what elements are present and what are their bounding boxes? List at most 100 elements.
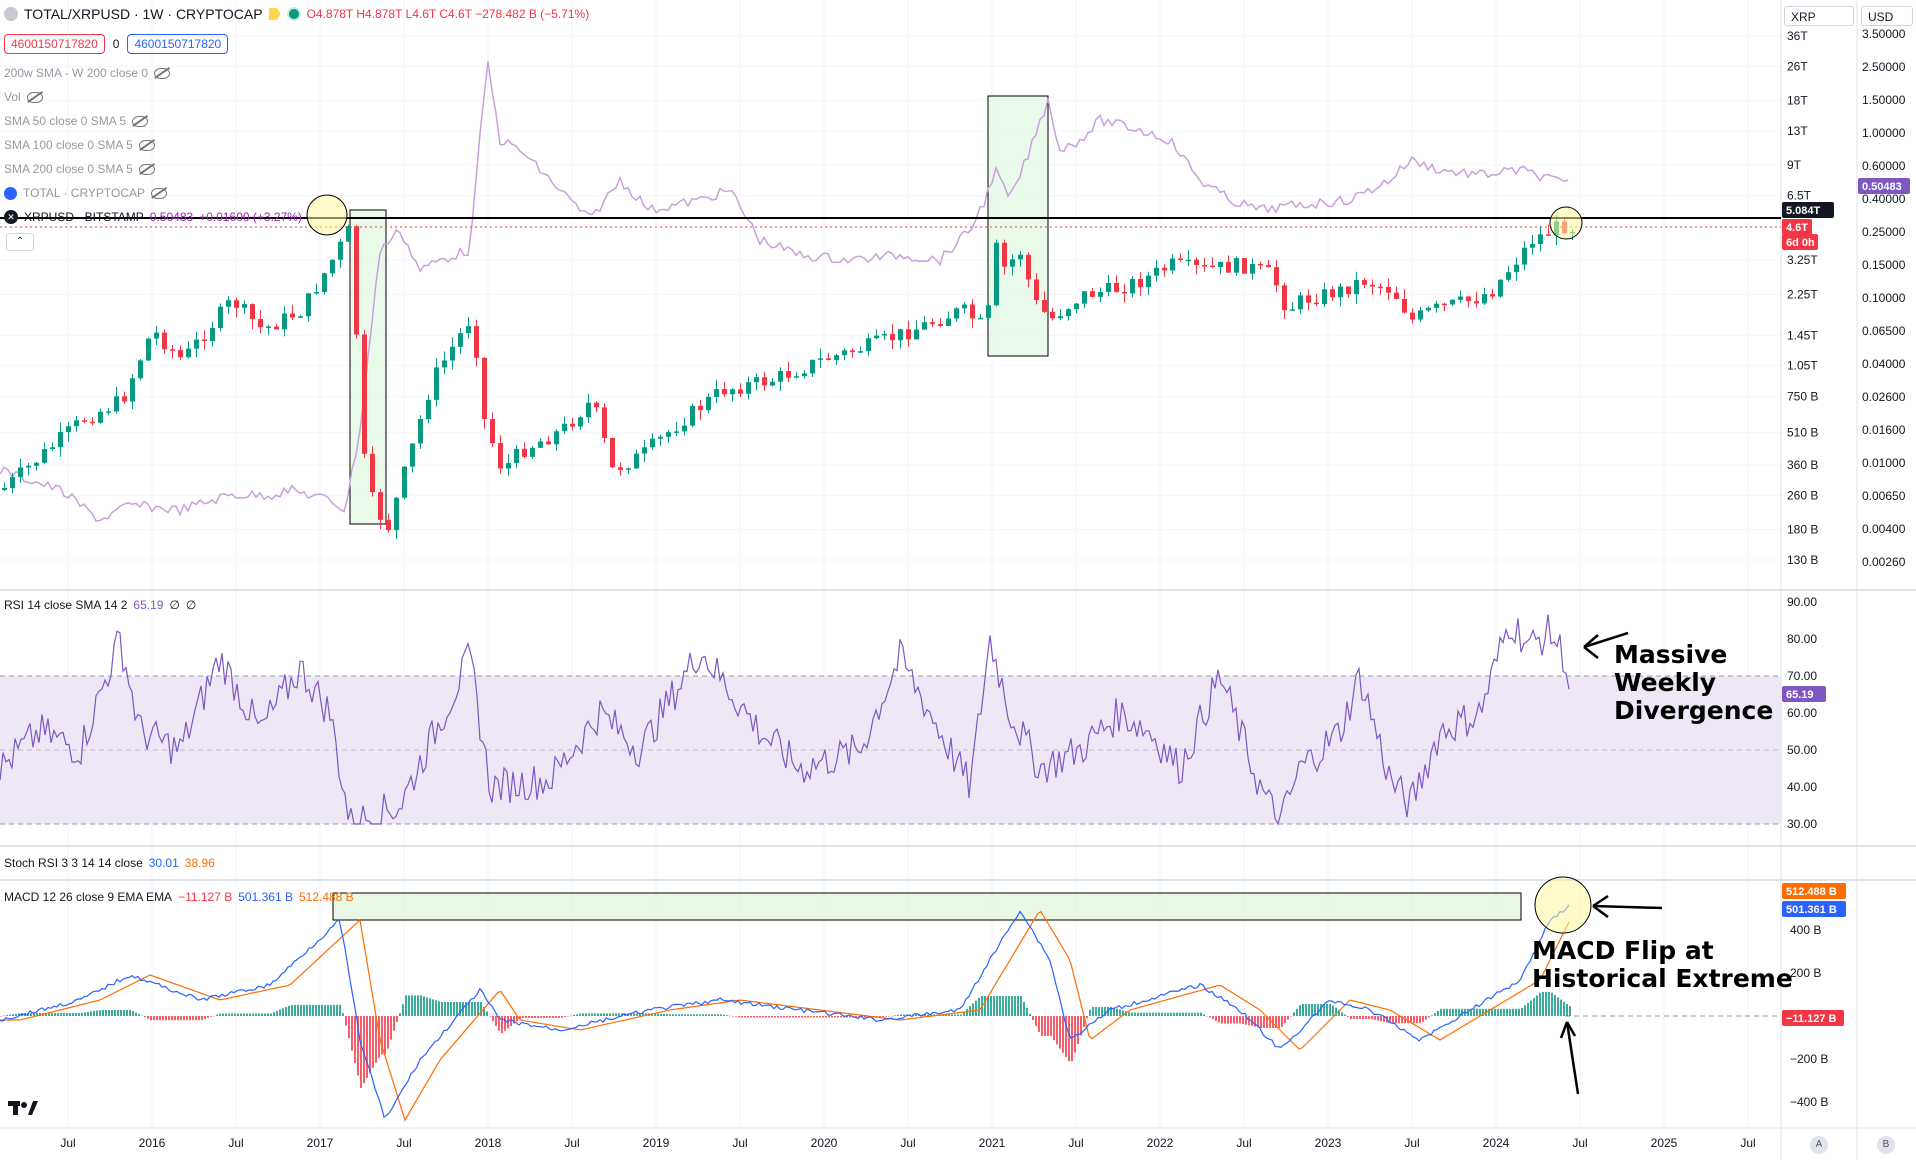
macd-value: 501.361 B <box>238 890 293 904</box>
xrp-tick-label: 0.15000 <box>1862 258 1906 272</box>
macd-hist-bar <box>1140 1012 1142 1016</box>
price-tick-label: 26T <box>1787 59 1808 73</box>
collapse-legend-button[interactable]: ⌃ <box>6 233 34 251</box>
macd-hist-bar <box>888 1016 890 1017</box>
candle <box>466 326 471 334</box>
candle <box>242 304 247 308</box>
macd-hist-bar <box>498 1016 500 1031</box>
hidden-eye-icon[interactable] <box>151 187 168 199</box>
macd-hist-bar <box>204 1016 206 1019</box>
macd-hist-bar <box>1497 1008 1499 1016</box>
candle <box>1322 289 1327 304</box>
hidden-eye-icon[interactable] <box>132 115 149 127</box>
candle <box>762 377 767 386</box>
macd-hist-bar <box>372 1016 374 1068</box>
settings-b-button[interactable]: B <box>1877 1136 1895 1154</box>
macd-hist-bar <box>993 996 995 1016</box>
indicator-legend[interactable]: 200w SMA - W 200 close 0 <box>4 66 171 80</box>
buy-button[interactable]: 4600150717820 <box>127 34 229 54</box>
macd-hist-bar <box>0 1016 2 1017</box>
indicator-label: Vol <box>4 90 21 104</box>
hidden-eye-icon[interactable] <box>138 139 155 151</box>
macd-hist-bar <box>915 1014 917 1016</box>
indicator-legend[interactable]: Vol <box>4 90 43 104</box>
macd-hist-bar <box>639 1013 641 1016</box>
candle <box>346 226 351 242</box>
compare-legend[interactable]: ✕ XRPUSD · BITSTAMP 0.50483 +0.01600 (+3… <box>4 210 302 224</box>
macd-hist-bar <box>1035 1016 1037 1026</box>
status-dot-icon <box>286 7 301 21</box>
candle <box>1546 234 1551 236</box>
macd-hist-bar <box>741 1016 743 1018</box>
time-tick-label: 2016 <box>139 1136 166 1150</box>
symbol-select[interactable]: XRP <box>1784 6 1854 26</box>
indicator-legend[interactable]: TOTAL · CRYPTOCAP <box>4 186 168 200</box>
price-tick-label: 750 B <box>1787 390 1818 404</box>
hidden-eye-icon[interactable] <box>26 91 43 103</box>
candle <box>610 438 615 468</box>
macd-hist-bar <box>1164 1012 1166 1016</box>
macd-hist-bar <box>528 1016 530 1018</box>
auto-scale-button[interactable]: A <box>1810 1136 1828 1154</box>
candle <box>666 432 671 437</box>
stoch-value: 38.96 <box>184 856 215 870</box>
macd-hist-bar <box>318 1004 320 1016</box>
macd-hist-bar <box>693 1014 695 1016</box>
candle <box>642 447 647 454</box>
macd-hist-bar <box>750 1016 752 1018</box>
macd-hist-bar <box>303 1004 305 1016</box>
candle <box>810 359 815 374</box>
sell-button[interactable]: 4600150717820 <box>4 34 105 54</box>
candle <box>474 326 479 358</box>
macd-hist-bar <box>675 1014 677 1016</box>
stoch-legend[interactable]: Stoch RSI 3 3 14 14 close 30.01 38.96 <box>4 856 215 870</box>
candle <box>994 242 999 306</box>
macd-hist-bar <box>1308 1004 1310 1016</box>
candle <box>1250 263 1255 274</box>
macd-hist-bar <box>846 1016 848 1018</box>
rsi-legend[interactable]: RSI 14 close SMA 14 2 65.19 ∅ ∅ <box>4 598 196 612</box>
candle <box>1234 258 1239 273</box>
macd-tick-label: 400 B <box>1790 923 1821 937</box>
candle <box>122 396 127 402</box>
macd-hist-bar <box>114 1010 116 1016</box>
macd-hist-bar <box>651 1013 653 1016</box>
macd-hist-bar <box>1542 992 1544 1016</box>
candle <box>1458 296 1463 300</box>
macd-hist-bar <box>1482 1008 1484 1016</box>
candle <box>538 441 543 448</box>
hidden-eye-icon[interactable] <box>154 67 171 79</box>
macd-hist-bar <box>594 1013 596 1016</box>
macd-hist-bar <box>831 1016 833 1018</box>
indicator-legend[interactable]: SMA 50 close 0 SMA 5 <box>4 114 149 128</box>
macd-hist-bar <box>1335 1007 1337 1016</box>
hidden-eye-icon[interactable] <box>138 163 155 175</box>
macd-hist-bar <box>267 1013 269 1016</box>
candle <box>2 488 7 490</box>
signal-line <box>0 910 1570 1122</box>
chart-title[interactable]: TOTAL/XRPUSD · 1W · CRYPTOCAP <box>24 6 263 22</box>
macd-line <box>0 904 1570 1118</box>
macd-hist-bar <box>669 1014 671 1016</box>
indicator-legend[interactable]: SMA 200 close 0 SMA 5 <box>4 162 155 176</box>
trade-row: 4600150717820 0 4600150717820 <box>4 34 229 54</box>
macd-hist-bar <box>732 1016 734 1017</box>
macd-legend[interactable]: MACD 12 26 close 9 EMA EMA −11.127 B 501… <box>4 890 354 904</box>
candle <box>1218 261 1223 268</box>
candle <box>186 348 191 358</box>
candle <box>1274 267 1279 286</box>
macd-hist-bar <box>513 1016 515 1024</box>
macd-hist-bar <box>417 995 419 1016</box>
macd-hist-bar <box>1374 1016 1376 1020</box>
macd-hist-bar <box>174 1016 176 1021</box>
macd-hist-bar <box>75 1013 77 1016</box>
macd-hist-bar <box>348 1016 350 1039</box>
macd-hist-bar <box>336 1004 338 1016</box>
candle <box>866 338 871 352</box>
macd-hist-bar <box>1284 1016 1286 1024</box>
currency-select[interactable]: USD <box>1861 6 1913 26</box>
indicator-legend[interactable]: SMA 100 close 0 SMA 5 <box>4 138 155 152</box>
candle <box>146 338 151 361</box>
macd-hist-bar <box>1002 996 1004 1016</box>
